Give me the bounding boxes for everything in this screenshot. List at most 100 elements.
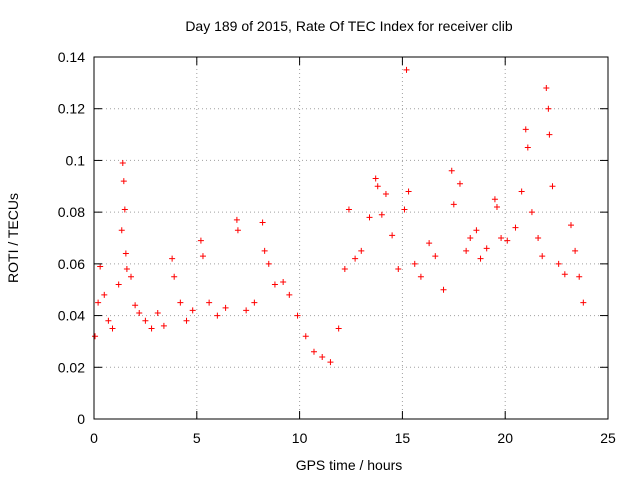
data-point xyxy=(576,273,583,280)
data-point xyxy=(389,232,396,239)
data-point xyxy=(456,180,463,187)
data-point xyxy=(567,222,574,229)
data-point xyxy=(105,317,112,324)
data-point xyxy=(183,317,190,324)
data-point xyxy=(504,237,511,244)
data-point xyxy=(366,214,373,221)
data-point xyxy=(401,206,408,213)
data-point xyxy=(491,196,498,203)
data-point xyxy=(483,245,490,252)
data-point xyxy=(154,309,161,316)
data-point xyxy=(528,209,535,216)
data-point xyxy=(118,227,125,234)
grid-lines xyxy=(94,57,608,419)
data-point xyxy=(171,273,178,280)
data-point xyxy=(345,206,352,213)
y-tick-label: 0.08 xyxy=(58,204,85,220)
data-point xyxy=(109,325,116,332)
data-point xyxy=(535,235,542,241)
data-point xyxy=(259,219,266,226)
data-point xyxy=(214,312,221,319)
data-point xyxy=(261,247,268,254)
data-point xyxy=(92,333,99,340)
x-tick-label: 0 xyxy=(90,430,98,446)
data-point xyxy=(524,144,531,151)
data-point xyxy=(233,216,240,223)
data-point xyxy=(197,237,204,244)
data-point xyxy=(549,183,556,190)
data-point xyxy=(189,307,196,314)
data-point xyxy=(115,281,122,288)
data-points xyxy=(92,66,587,366)
data-point xyxy=(477,255,484,262)
data-point xyxy=(335,325,342,332)
data-point xyxy=(372,175,379,182)
data-point xyxy=(572,247,579,254)
y-tick-label: 0 xyxy=(77,411,85,427)
data-point xyxy=(177,299,184,306)
data-point xyxy=(561,271,568,278)
y-tick-label: 0.1 xyxy=(66,152,86,168)
y-tick-label: 0.06 xyxy=(58,256,85,272)
data-point xyxy=(128,273,135,280)
data-point xyxy=(405,188,412,195)
data-point xyxy=(286,291,293,298)
y-tick-label: 0.02 xyxy=(58,359,85,375)
data-point xyxy=(378,211,385,218)
y-tick-label: 0.04 xyxy=(58,308,85,324)
data-point xyxy=(512,224,519,231)
data-point xyxy=(132,302,139,309)
data-point xyxy=(280,278,287,285)
data-point xyxy=(95,299,102,306)
data-point xyxy=(546,131,553,138)
data-point xyxy=(123,266,130,273)
x-tick-label: 5 xyxy=(193,430,201,446)
data-point xyxy=(169,255,176,262)
data-point xyxy=(395,266,402,273)
data-point xyxy=(294,312,301,319)
data-point xyxy=(234,227,241,234)
data-point xyxy=(543,85,550,92)
data-point xyxy=(199,253,206,260)
data-point xyxy=(518,188,525,195)
x-tick-label: 15 xyxy=(395,430,411,446)
data-point xyxy=(522,126,529,133)
data-point xyxy=(160,322,167,329)
data-point xyxy=(498,235,505,241)
data-point xyxy=(403,66,410,73)
data-point xyxy=(119,160,126,167)
data-point xyxy=(251,299,258,306)
chart-title: Day 189 of 2015, Rate Of TEC Index for r… xyxy=(185,18,513,34)
y-tick-label: 0.12 xyxy=(58,101,85,117)
data-point xyxy=(122,250,129,257)
data-point xyxy=(222,304,229,311)
data-point xyxy=(319,353,326,360)
plot-border xyxy=(93,56,609,420)
data-point xyxy=(271,281,278,288)
data-point xyxy=(467,235,474,241)
data-point xyxy=(374,183,381,190)
data-point xyxy=(352,255,359,262)
x-tick-label: 25 xyxy=(600,430,616,446)
data-point xyxy=(310,348,317,355)
x-tick-label: 20 xyxy=(497,430,513,446)
data-point xyxy=(142,317,149,324)
axis-ticks xyxy=(93,56,609,420)
data-point xyxy=(580,299,587,306)
data-point xyxy=(302,333,309,340)
data-point xyxy=(136,309,143,316)
data-point xyxy=(382,191,389,198)
data-point xyxy=(411,260,418,267)
y-tick-labels: 0 0.02 0.04 0.06 0.08 0.1 0.12 0.14 xyxy=(58,49,85,427)
data-point xyxy=(450,201,457,208)
data-point xyxy=(463,247,470,254)
x-tick-labels: 0 5 10 15 20 25 xyxy=(90,430,616,446)
data-point xyxy=(101,291,108,298)
data-point xyxy=(555,260,562,267)
data-point xyxy=(432,253,439,260)
data-point xyxy=(120,178,127,185)
data-point xyxy=(539,253,546,260)
y-axis-label: ROTI / TECUs xyxy=(5,193,21,283)
data-point xyxy=(473,227,480,234)
